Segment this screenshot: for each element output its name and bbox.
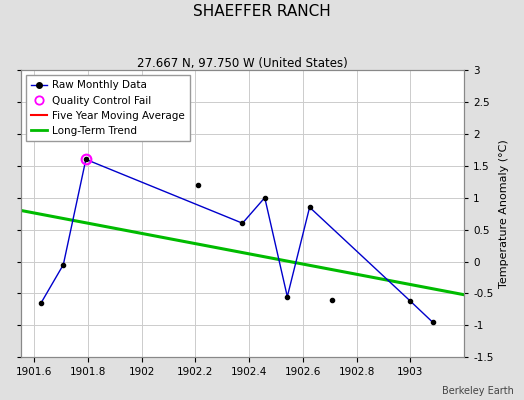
- Text: SHAEFFER RANCH: SHAEFFER RANCH: [193, 4, 331, 19]
- Text: Berkeley Earth: Berkeley Earth: [442, 386, 514, 396]
- Title: 27.667 N, 97.750 W (United States): 27.667 N, 97.750 W (United States): [137, 57, 348, 70]
- Y-axis label: Temperature Anomaly (°C): Temperature Anomaly (°C): [499, 139, 509, 288]
- Legend: Raw Monthly Data, Quality Control Fail, Five Year Moving Average, Long-Term Tren: Raw Monthly Data, Quality Control Fail, …: [26, 75, 190, 141]
